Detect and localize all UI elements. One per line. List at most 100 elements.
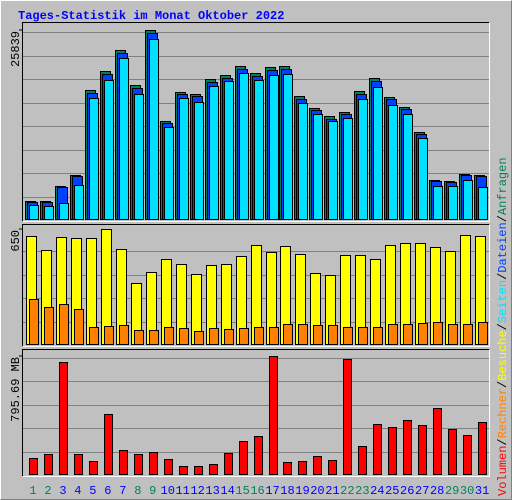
legend: Volumen/Rechner/Besuche/Seiten/Dateien/A… <box>496 157 510 496</box>
bar <box>149 452 158 475</box>
bar <box>29 458 38 475</box>
bar <box>194 331 204 345</box>
bar <box>224 453 233 475</box>
bar <box>269 75 279 220</box>
legend-separator: / <box>496 215 510 222</box>
bar <box>328 325 338 345</box>
x-tick-label: 14 <box>220 484 234 498</box>
bar <box>313 114 323 220</box>
bar <box>448 324 458 345</box>
plot-border-dark <box>22 349 490 477</box>
bar <box>403 114 413 220</box>
x-tick-label: 28 <box>430 484 444 498</box>
x-tick-label: 18 <box>280 484 294 498</box>
plot-border-dark <box>22 22 490 222</box>
x-tick-label: 9 <box>149 484 156 498</box>
bar <box>388 324 398 345</box>
x-tick-label: 13 <box>205 484 219 498</box>
bar <box>104 326 114 345</box>
bar <box>254 80 264 220</box>
bar <box>74 454 83 475</box>
bar <box>418 425 427 475</box>
x-tick-label: 12 <box>190 484 204 498</box>
x-tick-label: 2 <box>44 484 51 498</box>
x-tick-label: 15 <box>235 484 249 498</box>
x-tick-label: 27 <box>415 484 429 498</box>
bar <box>119 58 129 220</box>
bar <box>388 427 397 475</box>
bar <box>463 324 473 345</box>
bar <box>179 466 188 475</box>
bar <box>44 454 53 475</box>
bar <box>269 327 279 345</box>
x-tick-label: 7 <box>119 484 126 498</box>
plot-border-dark <box>22 224 490 347</box>
x-tick-label: 5 <box>89 484 96 498</box>
x-tick-label: 20 <box>310 484 324 498</box>
x-tick-label: 26 <box>400 484 414 498</box>
bar <box>478 187 488 220</box>
bar <box>224 81 234 220</box>
bar <box>298 324 308 345</box>
bar <box>29 205 39 220</box>
bar <box>343 327 353 345</box>
x-tick-label: 10 <box>161 484 175 498</box>
x-tick-label: 3 <box>59 484 66 498</box>
x-tick-label: 25 <box>385 484 399 498</box>
bar <box>134 94 144 220</box>
bar <box>463 435 472 475</box>
x-tick-label: 17 <box>265 484 279 498</box>
bar <box>313 325 323 345</box>
legend-separator: / <box>496 323 510 330</box>
x-tick-label: 11 <box>175 484 189 498</box>
bar <box>119 450 128 475</box>
bar <box>298 461 307 475</box>
bar <box>74 309 84 345</box>
bar <box>478 322 488 345</box>
legend-separator: / <box>496 438 510 445</box>
legend-entry: Volumen <box>496 446 510 496</box>
bar <box>179 328 189 345</box>
bar <box>298 103 308 220</box>
x-tick-label: 21 <box>325 484 339 498</box>
bar <box>74 185 84 220</box>
bar <box>89 461 98 475</box>
x-tick-label: 23 <box>355 484 369 498</box>
bar <box>239 73 249 220</box>
y-tick-label: 25839 <box>9 31 23 67</box>
bar <box>89 98 99 220</box>
bar <box>164 327 174 345</box>
bar <box>59 203 69 220</box>
x-tick-label: 31 <box>475 484 489 498</box>
bar <box>358 327 368 345</box>
bar <box>313 456 322 475</box>
x-tick-label: 16 <box>250 484 264 498</box>
bar <box>164 127 174 220</box>
legend-entry: Besuche <box>496 330 510 380</box>
legend-entry: Seiten <box>496 280 510 323</box>
y-tick-label: 650 <box>9 230 23 252</box>
bar <box>194 102 204 220</box>
bar <box>59 304 69 345</box>
bar <box>343 359 352 475</box>
bar <box>134 330 144 345</box>
legend-entry: Dateien <box>496 222 510 272</box>
bar <box>104 414 113 475</box>
bar <box>328 460 337 475</box>
bar <box>418 323 428 345</box>
bar <box>283 74 293 220</box>
bar <box>104 80 114 220</box>
x-tick-label: 4 <box>74 484 81 498</box>
bar <box>44 206 54 220</box>
bar <box>403 420 412 475</box>
bar <box>373 87 383 220</box>
bar <box>209 86 219 220</box>
y-tick-label: 795.69 MB <box>9 357 23 422</box>
bar <box>209 328 219 345</box>
plot-border-light <box>22 22 490 222</box>
x-tick-label: 19 <box>295 484 309 498</box>
x-tick-label: 1 <box>29 484 36 498</box>
bar <box>89 327 99 345</box>
